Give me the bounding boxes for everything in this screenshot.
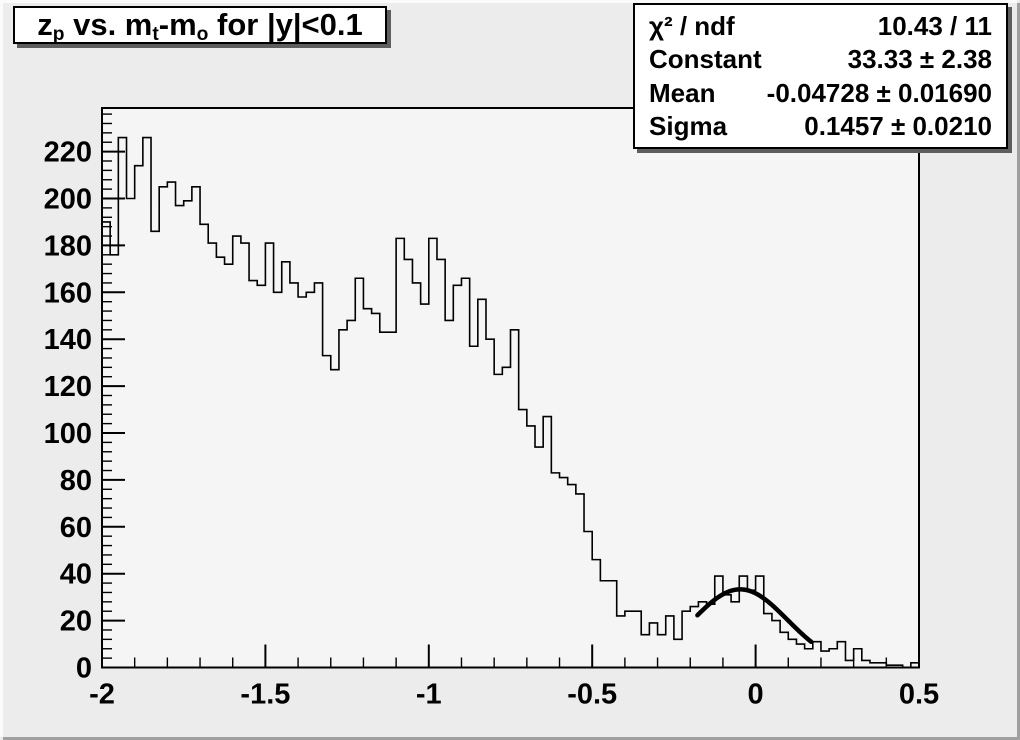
stats-label: Sigma: [649, 111, 728, 142]
title-subscript: p: [52, 23, 65, 45]
histogram-step-line: [102, 136, 920, 669]
y-axis-tick-label: 100: [44, 418, 92, 450]
y-axis-tick-label: 140: [44, 324, 92, 356]
stats-box: χ² / ndf 10.43 / 11 Constant 33.33 ± 2.38 Me…: [633, 3, 1008, 149]
y-axis-tick-label: 180: [44, 230, 92, 262]
title-subscript: o: [196, 23, 209, 45]
stats-label: χ² / ndf: [649, 10, 735, 41]
y-axis-tick-label: 60: [60, 512, 92, 544]
stats-row: Mean -0.04728 ± 0.01690: [635, 80, 1006, 106]
stats-value: -0.04728 ± 0.01690: [766, 77, 992, 108]
title-subscript: t: [152, 23, 159, 45]
stats-value: 0.1457 ± 0.0210: [804, 111, 992, 142]
stats-label: Mean: [649, 77, 716, 108]
stats-value: 33.33 ± 2.38: [847, 44, 992, 75]
x-axis-tick-label: -1: [416, 679, 442, 711]
y-axis-tick-label: 220: [44, 137, 92, 169]
stats-value: 10.43 / 11: [877, 10, 992, 41]
stats-label: Constant: [649, 44, 762, 75]
title-box: zp vs. mt-mo for |y|<0.1: [13, 6, 387, 45]
title-text-segment: vs. m: [64, 7, 153, 42]
title-text-segment: -m: [158, 7, 197, 42]
stats-row: Sigma 0.1457 ± 0.0210: [635, 113, 1006, 139]
x-axis-tick-label: -0.5: [567, 679, 617, 711]
gaussian-fit-curve: [695, 587, 814, 645]
y-axis-tick-label: 160: [44, 277, 92, 309]
y-axis-tick-label: 20: [60, 606, 92, 638]
x-axis-tick-label: 0: [748, 679, 764, 711]
y-axis-tick-label: 40: [60, 559, 92, 591]
title-text-segment: z: [37, 7, 53, 42]
y-axis-tick-label: 0: [76, 653, 92, 685]
stats-row: χ² / ndf 10.43 / 11: [635, 13, 1006, 39]
y-axis-tick-label: 200: [44, 184, 92, 216]
x-axis-tick-label: 0.5: [899, 679, 939, 711]
y-axis-tick-label: 120: [44, 371, 92, 403]
y-axis-tick-label: 80: [60, 465, 92, 497]
x-axis-tick-label: -2: [89, 679, 115, 711]
plot-title: zp vs. mt-mo for |y|<0.1: [37, 7, 363, 45]
plot-frame: [101, 107, 920, 669]
stats-row: Constant 33.33 ± 2.38: [635, 46, 1006, 72]
x-axis-tick-label: -1.5: [240, 679, 290, 711]
title-text-segment: for |y|<0.1: [208, 7, 363, 42]
